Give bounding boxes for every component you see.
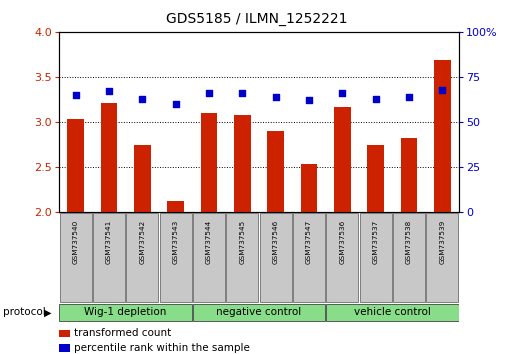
Bar	[326, 304, 459, 321]
Bar	[401, 138, 418, 212]
Point	[338, 90, 346, 96]
Bar	[93, 213, 125, 302]
Bar	[60, 304, 192, 321]
Text: GDS5185 / ILMN_1252221: GDS5185 / ILMN_1252221	[166, 12, 347, 27]
Bar	[301, 164, 318, 212]
Bar	[193, 213, 225, 302]
Text: transformed count: transformed count	[74, 329, 172, 338]
Text: negative control: negative control	[216, 307, 302, 318]
Text: ▶: ▶	[44, 307, 51, 318]
Point	[138, 96, 146, 102]
Text: GSM737545: GSM737545	[240, 219, 245, 264]
Point	[271, 94, 280, 100]
Text: GSM737537: GSM737537	[373, 219, 379, 264]
Bar	[167, 201, 184, 212]
Point	[205, 90, 213, 96]
Bar	[426, 213, 459, 302]
Point	[305, 98, 313, 103]
Point	[438, 87, 446, 92]
Text: GSM737541: GSM737541	[106, 219, 112, 264]
Bar	[367, 145, 384, 212]
Point	[371, 96, 380, 102]
Point	[238, 90, 246, 96]
Bar	[326, 213, 359, 302]
Bar	[234, 115, 251, 212]
Point	[71, 92, 80, 98]
Bar	[201, 113, 218, 212]
Bar	[334, 107, 351, 212]
Bar	[260, 213, 292, 302]
Text: GSM737542: GSM737542	[140, 219, 145, 264]
Text: GSM737546: GSM737546	[273, 219, 279, 264]
Text: percentile rank within the sample: percentile rank within the sample	[74, 343, 250, 353]
Bar	[267, 131, 284, 212]
Point	[405, 94, 413, 100]
Text: GSM737547: GSM737547	[306, 219, 312, 264]
Text: GSM737543: GSM737543	[173, 219, 179, 264]
Bar	[193, 304, 325, 321]
Bar	[360, 213, 392, 302]
Bar	[67, 119, 84, 212]
Text: GSM737540: GSM737540	[73, 219, 78, 264]
Bar	[126, 213, 159, 302]
Text: Wig-1 depletion: Wig-1 depletion	[85, 307, 167, 318]
Text: vehicle control: vehicle control	[354, 307, 431, 318]
Bar	[60, 213, 92, 302]
Bar	[160, 213, 192, 302]
Text: GSM737536: GSM737536	[340, 219, 345, 264]
Bar	[101, 103, 117, 212]
Bar	[434, 60, 451, 212]
Bar	[134, 145, 151, 212]
Bar	[393, 213, 425, 302]
Point	[105, 88, 113, 94]
Text: protocol: protocol	[3, 307, 45, 318]
Text: GSM737544: GSM737544	[206, 219, 212, 264]
Text: GSM737538: GSM737538	[406, 219, 412, 264]
Text: GSM737539: GSM737539	[440, 219, 445, 264]
Point	[171, 101, 180, 107]
Bar	[293, 213, 325, 302]
Bar	[226, 213, 259, 302]
